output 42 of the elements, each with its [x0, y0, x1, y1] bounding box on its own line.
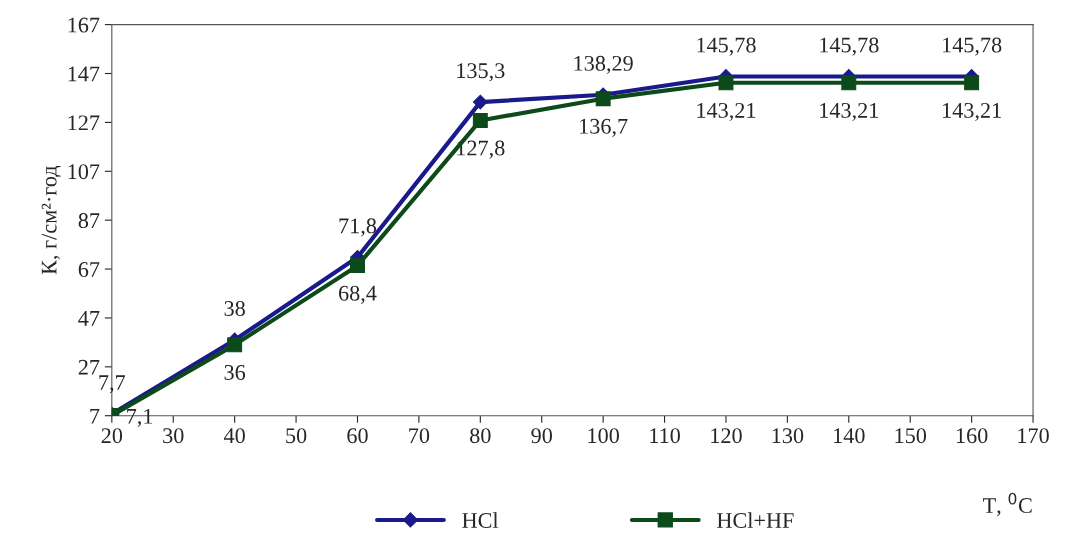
y-tick-label: 147: [68, 66, 100, 82]
x-tick-label: 60: [347, 428, 368, 444]
data-label: 145,78: [820, 37, 879, 56]
y-tick-label: 127: [68, 115, 100, 131]
y-tick-label: 167: [68, 17, 100, 33]
y-tick-label: 7: [90, 408, 100, 424]
y-tick-label: 107: [68, 164, 100, 180]
legend-label: HCl+HF: [717, 512, 794, 528]
data-label: 138,29: [574, 55, 633, 75]
data-label: 71,8: [339, 218, 377, 237]
legend-label: HCl: [462, 512, 499, 528]
x-tick-label: 170: [1018, 428, 1049, 444]
x-tick-label: 20: [101, 428, 123, 444]
data-label: 135,3: [457, 63, 505, 82]
data-label: 145,78: [697, 37, 756, 56]
data-label: 143,21: [697, 102, 756, 122]
data-label: 136,7: [580, 118, 628, 137]
data-label: 145,78: [943, 37, 1002, 56]
data-label: 38: [224, 300, 245, 316]
y-axis-title: К, г/см²·год: [41, 165, 61, 275]
x-tick-label: 50: [286, 428, 307, 444]
data-label: 143,21: [820, 102, 879, 122]
x-tick-label: 100: [588, 428, 619, 444]
x-tick-label: 150: [895, 428, 927, 444]
x-tick-label: 80: [470, 428, 491, 444]
y-tick-label: 87: [78, 213, 100, 229]
x-tick-label: 160: [956, 428, 988, 444]
y-tick-label: 47: [78, 311, 100, 326]
x-axis-title: T, $^{0}$C: [983, 492, 1032, 517]
x-tick-label: 30: [163, 428, 184, 444]
y-tick-label: 27: [78, 359, 100, 375]
x-tick-label: 120: [711, 428, 742, 444]
x-tick-label: 70: [409, 428, 430, 444]
x-tick-label: 140: [834, 428, 865, 444]
y-tick-label: 67: [78, 262, 100, 277]
data-label: 36: [224, 364, 246, 380]
x-tick-label: 40: [223, 428, 245, 444]
x-tick-label: 130: [772, 428, 804, 444]
x-tick-label: 110: [650, 428, 680, 444]
x-tick-label: 90: [531, 428, 552, 444]
data-label: 143,21: [943, 102, 1001, 122]
data-label: 68,4: [339, 285, 377, 304]
